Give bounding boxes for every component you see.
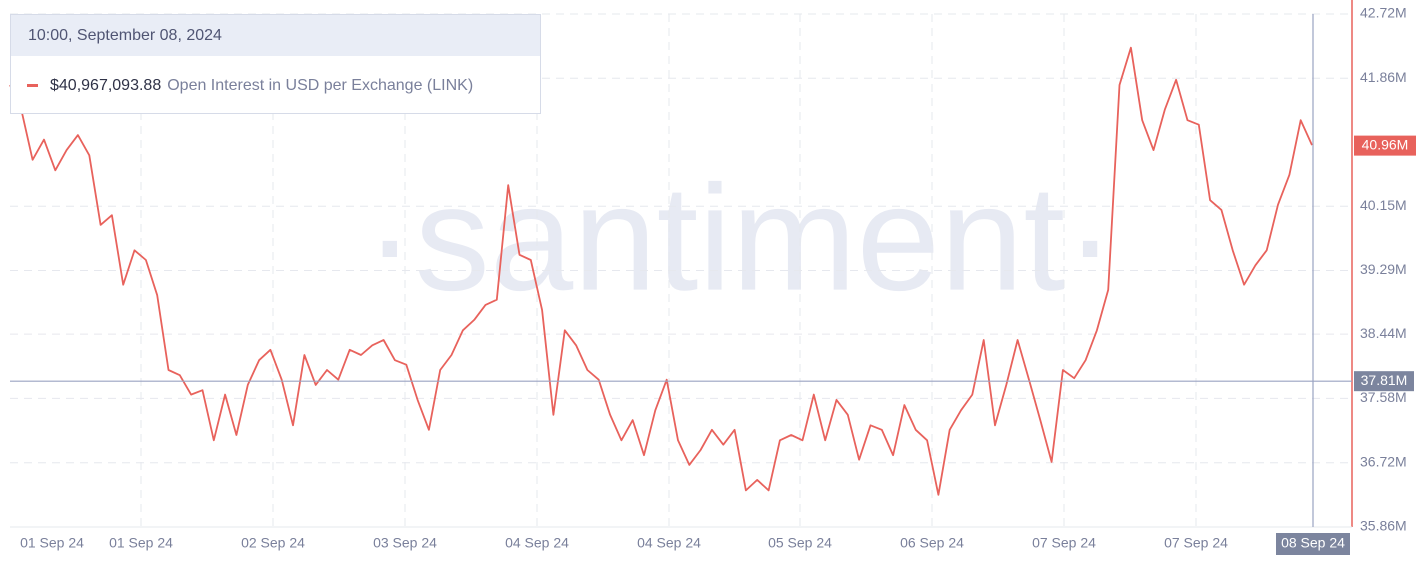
current-value-box	[1354, 135, 1416, 156]
x-tick-label: 05 Sep 24	[768, 535, 832, 551]
x-tick-label: 07 Sep 24	[1164, 535, 1228, 551]
x-tick-label: 06 Sep 24	[900, 535, 964, 551]
crosshair-date-label: 08 Sep 24	[1281, 535, 1345, 551]
y-tick-label: 41.86M	[1360, 69, 1407, 85]
x-tick-label: 03 Sep 24	[373, 535, 437, 551]
tooltip-row: $40,967,093.88 Open Interest in USD per E…	[50, 77, 473, 94]
x-tick-label: 01 Sep 24	[20, 535, 84, 551]
y-tick-label: 35.86M	[1360, 518, 1407, 534]
x-tick-label: 02 Sep 24	[241, 535, 305, 551]
tooltip-header	[11, 15, 540, 56]
x-tick-label: 07 Sep 24	[1032, 535, 1096, 551]
crosshair-date-box	[1276, 533, 1350, 555]
watermark: ·santiment·	[365, 154, 1115, 322]
y-tick-label: 37.58M	[1360, 389, 1407, 405]
current-value-label: 40.96M	[1362, 136, 1409, 152]
legend-entry: Open Interest in USD per Exchange (LINK)	[167, 77, 473, 94]
x-tick-label: 04 Sep 24	[505, 535, 569, 551]
crosshair-value-label: 37.81M	[1361, 372, 1408, 388]
tooltip-date: 10:00, September 08, 2024	[28, 27, 222, 44]
crosshair-value-box	[1354, 371, 1414, 392]
y-tick-label: 40.15M	[1360, 197, 1407, 213]
y-tick-label: 42.72M	[1360, 5, 1407, 21]
y-tick-label: 38.44M	[1360, 325, 1407, 341]
x-tick-label: 01 Sep 24	[109, 535, 173, 551]
legend-swatch	[27, 84, 38, 87]
y-tick-label: 39.29M	[1360, 261, 1407, 277]
series-line	[9, 46, 1313, 496]
x-tick-label: 04 Sep 24	[637, 535, 701, 551]
tooltip-value: $40,967,093.88	[50, 77, 161, 94]
y-tick-label: 36.72M	[1360, 453, 1407, 469]
tooltip: 10:00, September 08, 2024 $40,967,093.88 O…	[10, 14, 541, 114]
